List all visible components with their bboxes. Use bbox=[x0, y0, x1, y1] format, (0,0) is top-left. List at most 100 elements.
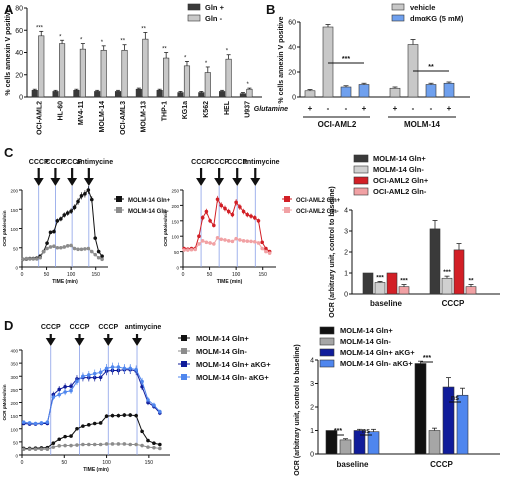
c2-injection-label: CCCP bbox=[191, 159, 211, 166]
d2-legend-label: MOLM-14 Gln- aKG+ bbox=[340, 359, 413, 368]
b-bar bbox=[340, 86, 352, 98]
c2-data-point bbox=[245, 239, 250, 243]
c2-data-point bbox=[238, 205, 242, 209]
c3-legend-label: OCI-AML2 Gln- bbox=[373, 187, 427, 196]
c3-x-tick-label: baseline bbox=[370, 299, 403, 308]
d1-data-point bbox=[92, 371, 97, 376]
c2-series-line bbox=[184, 237, 270, 254]
d2-bar bbox=[414, 363, 427, 455]
c1-x-axis-label: TIME (min) bbox=[52, 279, 78, 285]
d1-data-point bbox=[75, 379, 79, 384]
a-bar bbox=[79, 48, 86, 98]
c2-data-point bbox=[241, 209, 246, 214]
c2-y-axis-label: OCR pMoles/min bbox=[163, 210, 168, 246]
d1-data-point bbox=[39, 421, 44, 425]
c2-data-point bbox=[189, 247, 194, 252]
d1-data-point bbox=[98, 370, 103, 375]
d1-data-point bbox=[81, 442, 85, 447]
b-y-tick-label: 0 bbox=[292, 95, 296, 102]
a-legend-label: Gln - bbox=[205, 14, 223, 23]
c3-significance: *** bbox=[443, 269, 451, 276]
d1-x-axis-label: TIME (min) bbox=[83, 467, 109, 473]
c1-data-point bbox=[34, 257, 39, 261]
c3-y-tick-label: 2 bbox=[344, 250, 348, 257]
a-bar bbox=[94, 91, 101, 98]
d1-series-line bbox=[23, 443, 160, 450]
c2-data-point bbox=[249, 214, 253, 218]
d1-series-line bbox=[23, 366, 161, 425]
c3-y-axis-label: OCR (arbitrary unit, control to baseline… bbox=[329, 186, 336, 317]
b-row-sign: + bbox=[362, 104, 367, 113]
b-legend-label: vehicle bbox=[410, 3, 435, 12]
d1-data-point bbox=[116, 413, 121, 418]
c1-data-point bbox=[48, 245, 53, 249]
d1-data-point bbox=[122, 413, 127, 417]
b-row-sign: - bbox=[412, 104, 415, 113]
d1-legend-swatch bbox=[181, 374, 187, 380]
d1-injection-label: antimycine bbox=[125, 324, 162, 331]
a-bar bbox=[59, 43, 66, 98]
c1-y-tick-label: 150 bbox=[10, 208, 18, 213]
c2-injection-arrow-head bbox=[196, 178, 207, 186]
d1-data-point bbox=[134, 413, 138, 418]
b-bar bbox=[425, 84, 437, 98]
c2-y-tick-label: 0 bbox=[176, 266, 179, 271]
c2-data-point bbox=[264, 246, 268, 251]
d1-x-tick-label: 150 bbox=[145, 460, 154, 466]
c2-y-tick-label: 200 bbox=[171, 204, 179, 209]
c1-data-point bbox=[28, 257, 32, 261]
c2-injection-arrow-head bbox=[232, 178, 243, 186]
c2-data-point bbox=[215, 197, 220, 202]
a-legend-swatch bbox=[187, 14, 201, 22]
d1-data-point bbox=[69, 388, 73, 393]
b-row-sign: + bbox=[308, 104, 313, 113]
a-bar bbox=[135, 88, 142, 98]
d1-data-point bbox=[63, 384, 67, 389]
c3-significance: *** bbox=[400, 278, 408, 285]
c3-y-tick-label: 4 bbox=[344, 208, 348, 215]
d1-data-point bbox=[128, 366, 133, 371]
d1-injection-label: CCCP bbox=[98, 324, 118, 331]
a-bar bbox=[183, 65, 191, 98]
a-bar bbox=[219, 91, 226, 98]
c2-y-tick-label: 50 bbox=[174, 250, 180, 255]
a-x-tick-label: OCI-AML3 bbox=[120, 101, 127, 135]
b-row-sign: - bbox=[345, 104, 348, 113]
a-bar bbox=[156, 90, 163, 98]
d2-significance: ns bbox=[362, 428, 370, 435]
d1-injection-arrow-head bbox=[132, 338, 143, 346]
d1-y-tick-label: 350 bbox=[10, 362, 18, 367]
d1-data-point bbox=[104, 366, 109, 371]
a-x-tick-label: THP-1 bbox=[161, 101, 168, 121]
d2-significance: *** bbox=[423, 355, 431, 362]
d1-data-point bbox=[116, 442, 121, 446]
c2-legend-swatch bbox=[284, 196, 290, 202]
b-legend-label: dmαKG (5 mM) bbox=[410, 14, 464, 23]
d1-data-point bbox=[122, 442, 127, 446]
d2-x-tick-label: baseline bbox=[336, 460, 369, 469]
c2-data-point bbox=[219, 203, 224, 208]
d2-y-tick-label: 0 bbox=[310, 452, 314, 459]
a-bar bbox=[239, 93, 246, 98]
d2-legend-label: MOLM-14 Gln+ aKG+ bbox=[340, 348, 415, 357]
d1-data-point bbox=[63, 443, 67, 448]
c1-data-point bbox=[83, 247, 87, 251]
c2-data-point bbox=[230, 212, 235, 217]
c3-significance: *** bbox=[376, 274, 384, 281]
d2-legend-swatch bbox=[319, 359, 335, 368]
c2-data-point bbox=[223, 238, 227, 242]
d1-data-point bbox=[110, 413, 115, 418]
b-y-tick-label: 20 bbox=[288, 70, 296, 77]
a-significance: * bbox=[184, 55, 187, 61]
d1-data-point bbox=[33, 421, 38, 426]
a-significance: ** bbox=[141, 26, 146, 32]
c2-data-point bbox=[212, 242, 216, 246]
panel-letter-b: B bbox=[266, 2, 275, 17]
c3-bar bbox=[465, 286, 477, 295]
a-significance: * bbox=[101, 40, 104, 46]
d1-data-point bbox=[158, 442, 162, 447]
c1-x-tick-label: 100 bbox=[67, 272, 76, 278]
c3-bar bbox=[429, 228, 441, 295]
